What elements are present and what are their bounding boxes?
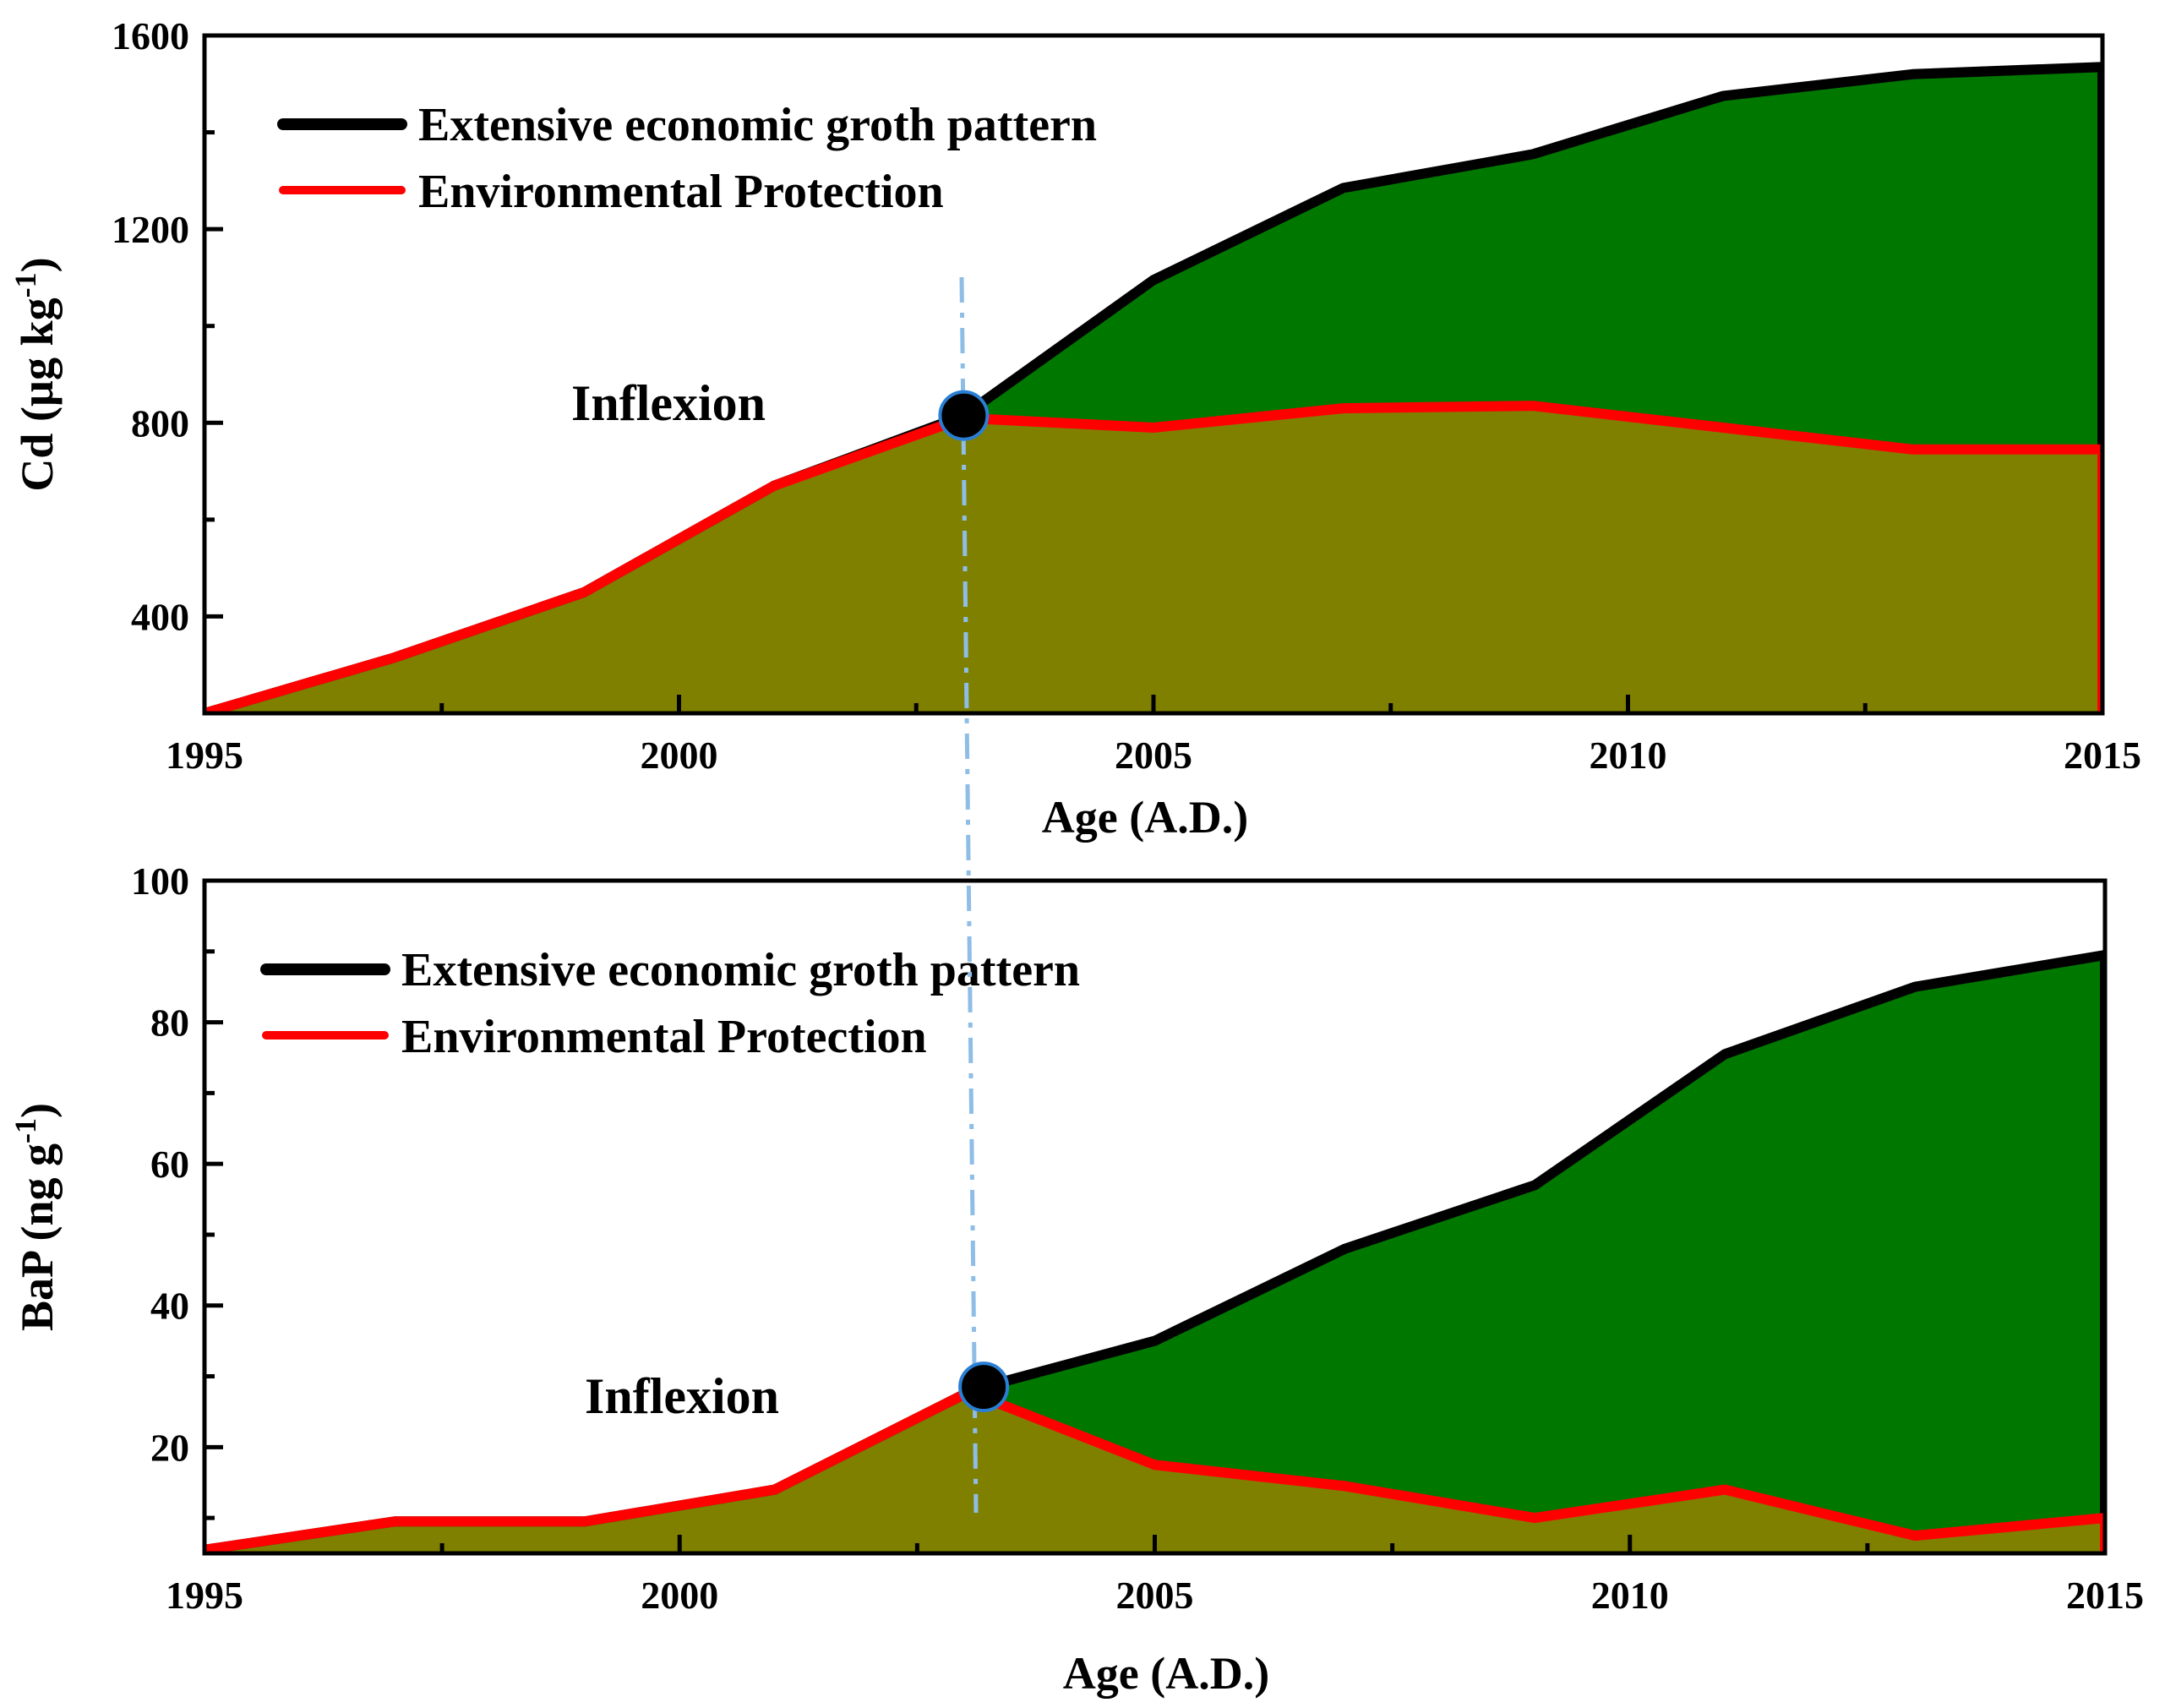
- cd-y-axis-title: Cd (µg kg-1): [8, 257, 63, 491]
- cd-y-tick-label: 1600: [112, 14, 189, 57]
- bap-legend-protection-label: Environmental Protection: [401, 1011, 927, 1063]
- bap-y-tick-label: 40: [150, 1285, 189, 1328]
- inflexion-guide-line: [959, 276, 979, 1514]
- cd-x-axis-title: Age (A.D.): [1042, 792, 1248, 843]
- cd-y-tick-label: 400: [131, 595, 189, 638]
- bap-x-axis-title: Age (A.D.): [1063, 1648, 1269, 1699]
- cd-x-tick-label: 1995: [166, 734, 243, 777]
- cd-legend-growth-label: Extensive economic groth pattern: [418, 99, 1097, 151]
- bap-axis-ticks: 1995 2000 2005 2010 2015 20 40 60 80 100: [131, 859, 2144, 1617]
- cd-inflexion-marker: [938, 390, 990, 441]
- cd-inflexion-label: Inflexion: [571, 375, 766, 431]
- bap-inflexion-marker: [958, 1361, 1010, 1413]
- bap-y-axis-title: BaP (ng g-1): [8, 1103, 63, 1331]
- bap-y-tick-label: 60: [150, 1143, 189, 1186]
- cd-protection-area: [205, 406, 2102, 713]
- bap-y-tick-label: 20: [150, 1426, 189, 1469]
- cd-legend: Extensive economic groth pattern Environ…: [277, 99, 1097, 218]
- bap-chart-panel: 1995 2000 2005 2010 2015 20 40 60 80 100 Extensiv…: [8, 859, 2144, 1699]
- bap-y-tick-label: 80: [150, 1001, 189, 1045]
- bap-x-tick-label: 2015: [2066, 1574, 2144, 1617]
- bap-x-tick-label: 2005: [1116, 1574, 1194, 1617]
- bap-legend: Extensive economic groth pattern Environ…: [260, 944, 1080, 1063]
- bap-legend-growth-label: Extensive economic groth pattern: [401, 944, 1080, 996]
- bap-growth-area: [205, 955, 2105, 1553]
- cd-legend-protection-label: Environmental Protection: [418, 166, 944, 218]
- bap-y-tick-label: 100: [131, 859, 189, 903]
- cd-y-tick-label: 1200: [112, 208, 189, 251]
- cd-chart-panel: 1995 2000 2005 2010 2015 400 800 1200 1600 Exten…: [8, 14, 2141, 843]
- bap-x-tick-label: 2000: [641, 1574, 718, 1617]
- bap-x-tick-label: 1995: [166, 1574, 243, 1617]
- cd-x-tick-label: 2015: [2064, 734, 2141, 777]
- cd-protection-line: [205, 401, 2102, 713]
- cd-x-tick-label: 2000: [641, 734, 718, 777]
- cd-x-tick-label: 2010: [1590, 734, 1667, 777]
- bap-x-tick-label: 2010: [1591, 1574, 1669, 1617]
- bap-protection-area: [205, 1394, 2105, 1553]
- bap-protection-line: [205, 1389, 2105, 1553]
- cd-x-tick-label: 2005: [1115, 734, 1192, 777]
- bap-inflexion-label: Inflexion: [585, 1368, 779, 1424]
- cd-y-tick-label: 800: [131, 401, 189, 445]
- cd-axis-ticks: 1995 2000 2005 2010 2015 400 800 1200 1600: [112, 14, 2141, 777]
